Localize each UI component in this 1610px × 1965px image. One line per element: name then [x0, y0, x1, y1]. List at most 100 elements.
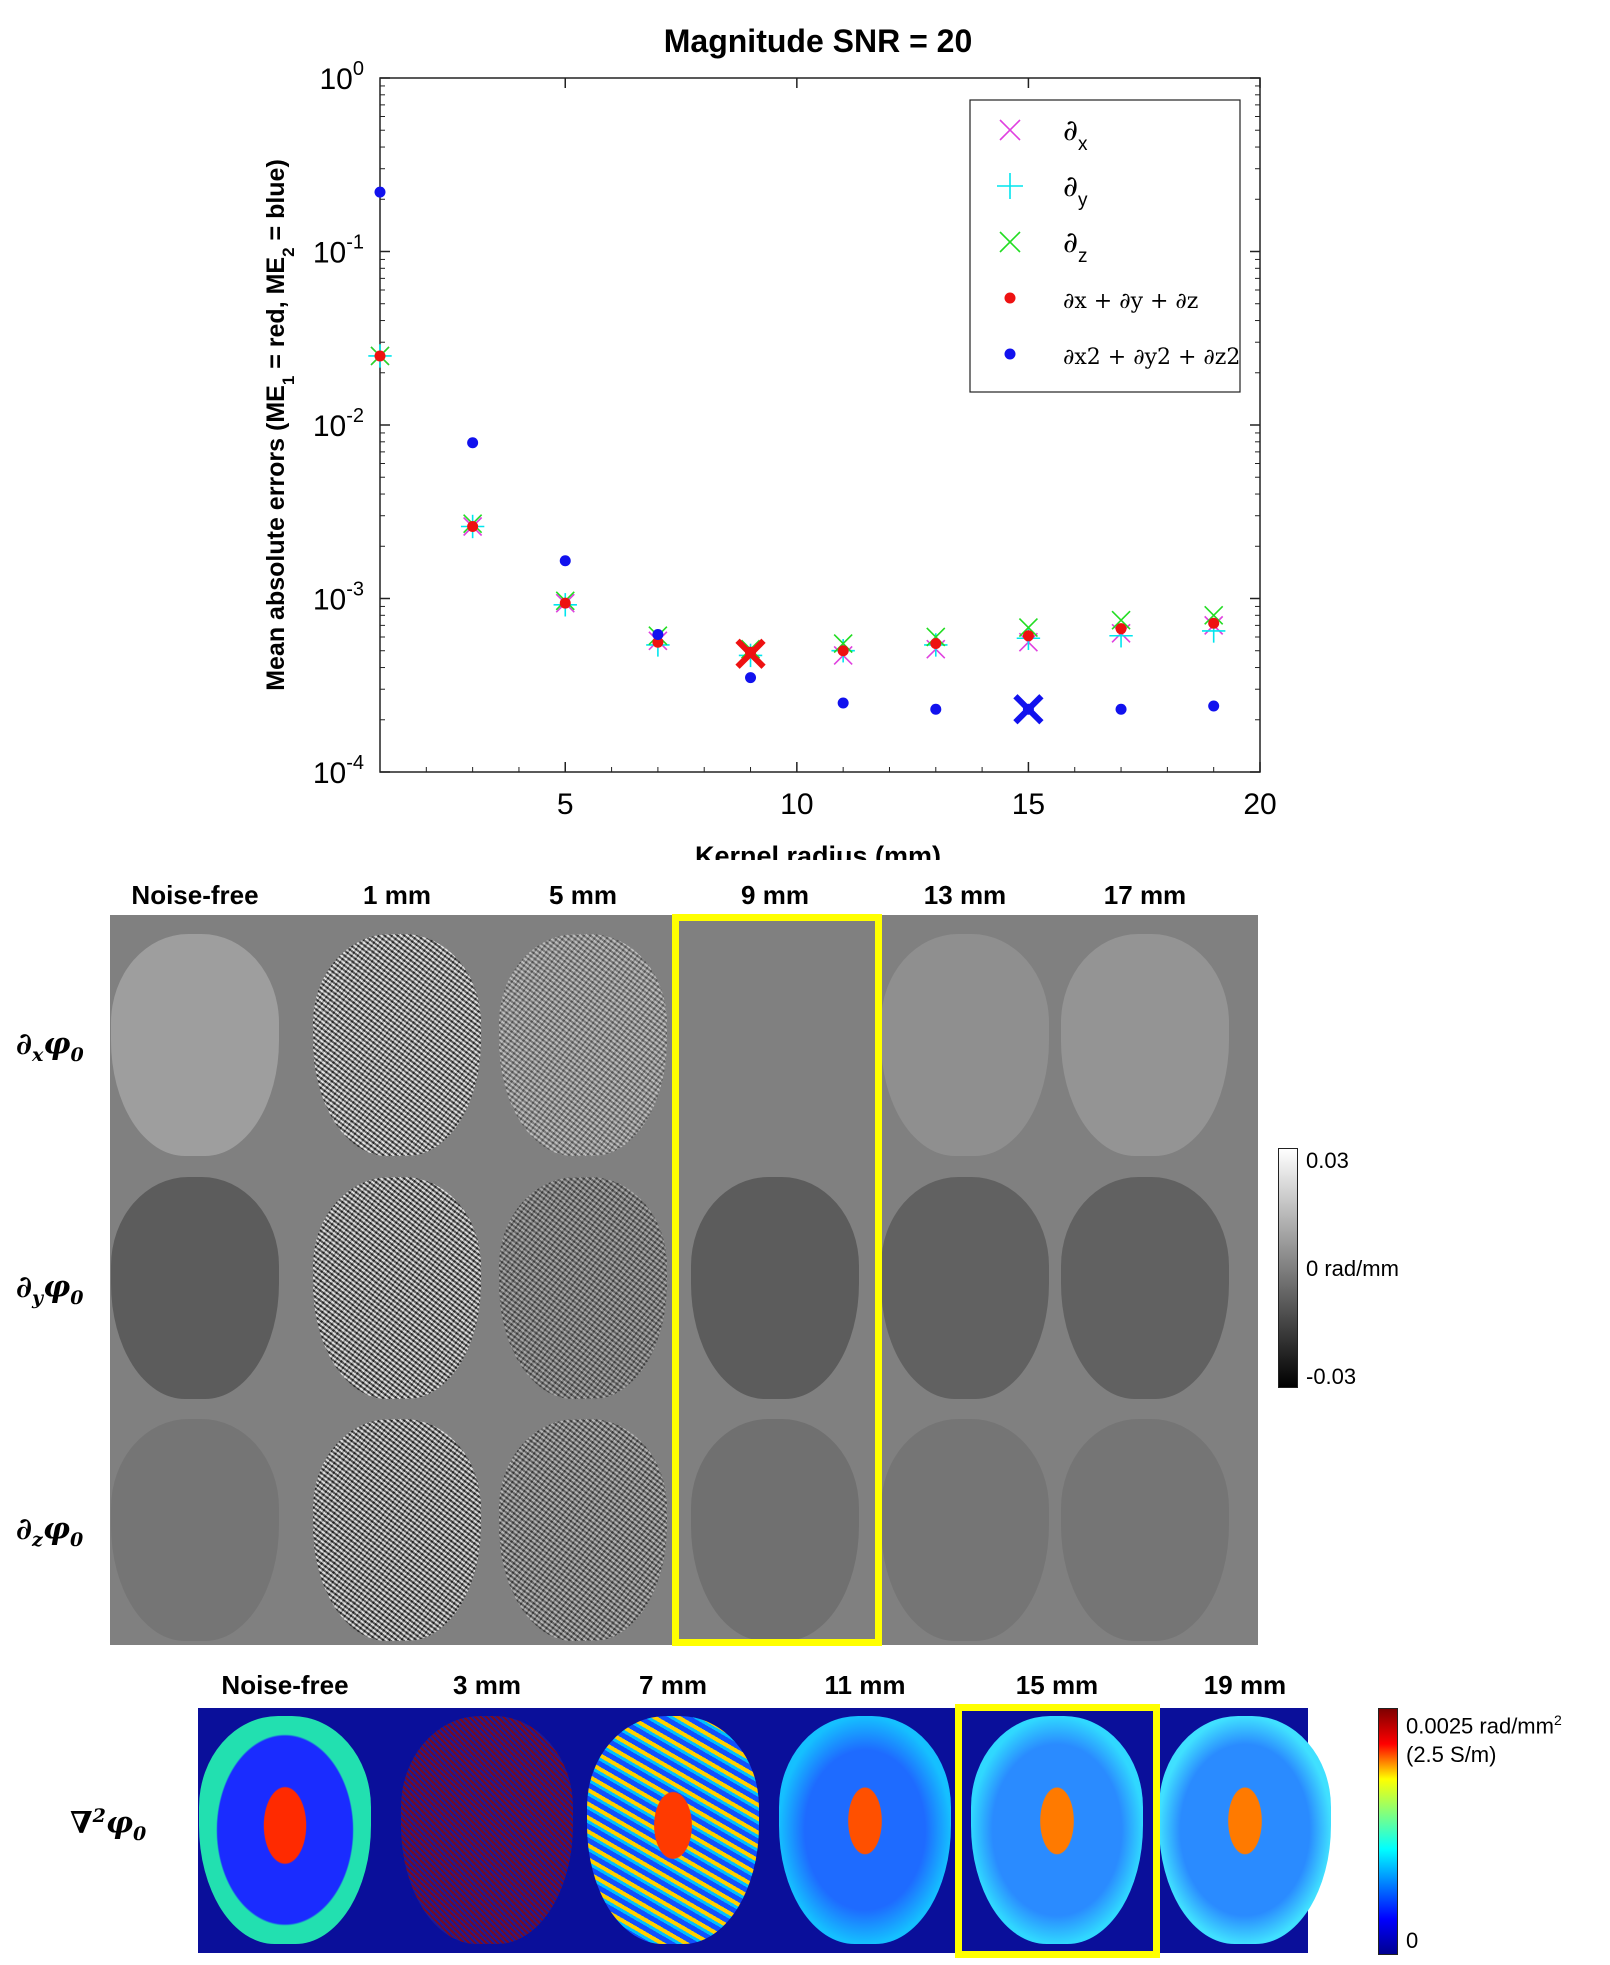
- gradient-column-label-1: 1 mm: [363, 880, 431, 910]
- laplacian-brain-1: [401, 1716, 573, 1944]
- data-point-series-4: [745, 672, 757, 684]
- gradient-column-label-3: 9 mm: [741, 880, 809, 910]
- laplacian-column-label-5: 19 mm: [1203, 1670, 1287, 1700]
- jet-colorbar-max: 0.0025 rad/mm2: [1406, 1712, 1562, 1739]
- gradient-brain-r0-c1: [313, 934, 481, 1156]
- gradient-brain-r2-c1: [313, 1419, 481, 1641]
- gradient-brain-r0-c4: [881, 934, 1049, 1156]
- y-tick-label: 10-4: [313, 752, 364, 790]
- legend-label-0: ∂x: [1063, 113, 1088, 155]
- highlight-box-9mm: [672, 914, 882, 1646]
- gradient-brain-r1-c3: [691, 1177, 859, 1399]
- legend-label-2: ∂z: [1063, 225, 1088, 267]
- data-point-series-3: [837, 645, 849, 657]
- data-point-series-4: [559, 555, 571, 567]
- legend-label-4: ∂x2 + ∂y2 + ∂z2: [1063, 345, 1240, 370]
- gray-colorbar-mid: 0 rad/mm: [1306, 1256, 1399, 1281]
- gradient-brain-r1-c0: [111, 1177, 279, 1399]
- gradient-brain-r2-c0: [111, 1419, 279, 1641]
- chart-title: Magnitude SNR = 20: [664, 23, 973, 59]
- legend: ∂x ∂y ∂z ∂x + ∂y + ∂z ∂x2 + ∂y2 + ∂z2: [997, 113, 1240, 370]
- laplacian-brain-3: [779, 1716, 951, 1944]
- data-point-series-4: [374, 186, 386, 198]
- laplacian-brain-2: [587, 1716, 759, 1944]
- data-point-series-4: [467, 437, 479, 449]
- laplacian-brain-4: [971, 1716, 1143, 1944]
- data-point-series-4: [930, 703, 942, 715]
- x-tick-label: 15: [1012, 788, 1045, 821]
- gradient-brain-r1-c5: [1061, 1177, 1229, 1399]
- gray-colorbar-max: 0.03: [1306, 1148, 1349, 1173]
- x-tick-label: 10: [780, 788, 813, 821]
- y-tick-label: 10-3: [313, 579, 364, 617]
- highlight-box-15mm: [955, 1704, 1160, 1958]
- jet-colorbar-min: 0: [1406, 1928, 1419, 1953]
- data-point-series-2: [1018, 617, 1038, 638]
- laplacian-column-label-1: 3 mm: [453, 1670, 521, 1700]
- gradient-brain-r0-c5: [1061, 934, 1229, 1156]
- laplacian-brain-5: [1159, 1716, 1331, 1944]
- data-point-series-4: [1115, 703, 1127, 715]
- gray-colorbar: [1278, 1148, 1298, 1388]
- data-point-series-3: [559, 597, 571, 609]
- data-point-series-3: [1115, 623, 1127, 635]
- gradient-brain-r2-c5: [1061, 1419, 1229, 1641]
- laplacian-column-label-2: 7 mm: [639, 1670, 707, 1700]
- data-point-series-3: [930, 638, 942, 650]
- gradient-column-label-0: Noise-free: [131, 880, 259, 910]
- gradient-brain-r0-c0: [111, 934, 279, 1156]
- y-tick-label: 10-2: [313, 405, 364, 443]
- laplacian-column-label-4: 15 mm: [1015, 1670, 1099, 1700]
- optimal-point-marker-0: [735, 638, 766, 669]
- gradient-brain-r2-c2: [499, 1419, 667, 1641]
- legend-marker-2: [999, 231, 1021, 253]
- optimal-point-marker-1: [1013, 694, 1044, 725]
- gradient-brain-r0-c3: [691, 934, 859, 1156]
- gradient-brain-r0-c2: [499, 934, 667, 1156]
- x-axis-label: Kernel radius (mm): [695, 841, 941, 860]
- laplacian-row-label-text: ∇2φ0: [70, 1805, 147, 1845]
- y-axis-label: Mean absolute errors (ME1 = red, ME2 = b…: [262, 159, 298, 691]
- gradient-brain-r1-c4: [881, 1177, 1049, 1399]
- data-point-series-2: [833, 633, 853, 654]
- gradient-brain-r2-c4: [881, 1419, 1049, 1641]
- legend-marker-0: [999, 119, 1021, 141]
- gradient-row-label-1: ∂yφ0: [16, 1270, 84, 1309]
- y-tick-label: 100: [320, 58, 365, 96]
- data-point-series-3: [467, 521, 479, 533]
- legend-label-3: ∂x + ∂y + ∂z: [1063, 289, 1198, 314]
- data-point-series-3: [1022, 630, 1034, 642]
- y-tick-label: 10-1: [313, 232, 364, 270]
- jet-colorbar-note: (2.5 S/m): [1406, 1742, 1497, 1767]
- legend-marker-3: [1004, 292, 1016, 304]
- error-chart: 5 10 15 20 100 10-1 10-2 10-3 10-4 Magnitude SNR…: [262, 23, 1277, 860]
- data-point-series-3: [652, 636, 664, 648]
- gradient-row-label-2: ∂zφ0: [16, 1512, 84, 1551]
- x-tick-label: 5: [557, 788, 574, 821]
- data-point-series-2: [1111, 610, 1131, 630]
- gradient-brain-r1-c1: [313, 1177, 481, 1399]
- laplacian-column-label-3: 11 mm: [824, 1670, 906, 1700]
- gradient-brain-r1-c2: [499, 1177, 667, 1399]
- laplacian-brain-0: [199, 1716, 371, 1944]
- data-point-series-4: [652, 629, 664, 641]
- gradient-column-label-4: 13 mm: [923, 880, 1007, 910]
- legend-label-1: ∂y: [1063, 169, 1088, 211]
- axis-ticks: 5 10 15 20 100 10-1 10-2 10-3 10-4: [313, 58, 1277, 821]
- legend-marker-4: [1004, 348, 1016, 360]
- data-point-series-2: [1204, 605, 1224, 625]
- data-point-series-2: [926, 627, 946, 647]
- data-marks: [368, 186, 1226, 725]
- data-point-series-3: [1208, 617, 1220, 629]
- gradient-column-label-5: 17 mm: [1103, 880, 1187, 910]
- data-point-series-4: [837, 697, 849, 709]
- gray-colorbar-min: -0.03: [1306, 1364, 1357, 1389]
- jet-colorbar: [1378, 1708, 1398, 1955]
- data-point-series-3: [374, 350, 386, 362]
- gradient-column-label-2: 5 mm: [549, 880, 617, 910]
- gradient-brain-r2-c3: [691, 1419, 859, 1641]
- laplacian-column-label-0: Noise-free: [221, 1670, 349, 1700]
- data-point-series-4: [1208, 700, 1220, 712]
- x-tick-label: 20: [1243, 788, 1276, 821]
- gradient-row-label-0: ∂xφ0: [16, 1027, 84, 1066]
